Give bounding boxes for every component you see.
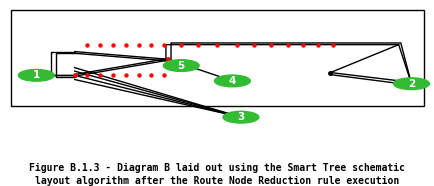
Point [250,43,256,46]
Point [329,43,335,46]
Point [164,58,171,61]
Point [284,43,291,46]
Point [214,43,220,46]
Point [122,74,129,77]
Circle shape [223,111,258,123]
Point [135,43,142,46]
Point [135,74,142,77]
Point [71,74,78,77]
Circle shape [214,75,250,87]
Text: 2: 2 [407,79,414,89]
Point [148,43,155,46]
Text: 5: 5 [177,61,184,70]
Point [178,43,184,46]
Point [160,74,167,77]
Text: 3: 3 [237,112,244,122]
Point [266,43,274,46]
Point [109,43,116,46]
Point [122,43,129,46]
Point [84,74,91,77]
Text: 1: 1 [33,70,40,80]
Text: Figure B.1.3 - Diagram B laid out using the Smart Tree schematic: Figure B.1.3 - Diagram B laid out using … [30,163,404,173]
Circle shape [393,78,428,89]
Point [109,74,116,77]
Point [233,43,240,46]
Circle shape [18,70,54,81]
Point [194,43,201,46]
Circle shape [163,60,199,71]
Text: 4: 4 [228,76,236,86]
Point [313,43,320,46]
Point [148,74,155,77]
Point [160,43,167,46]
Point [96,43,103,46]
Point [299,43,306,46]
Text: layout algorithm after the Route Node Reduction rule execution: layout algorithm after the Route Node Re… [35,176,399,186]
Point [84,43,91,46]
Point [96,74,103,77]
Bar [11,10,423,106]
